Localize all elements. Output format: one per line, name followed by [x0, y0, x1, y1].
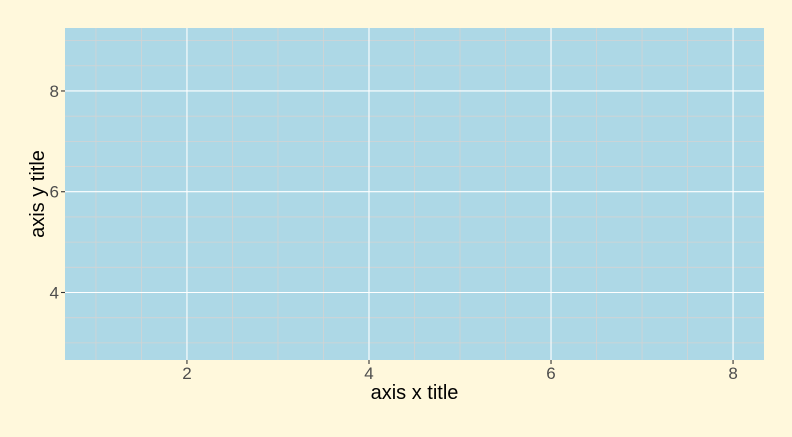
- x-tick-label: 4: [364, 364, 373, 383]
- x-axis: 2 4 6 8: [182, 360, 738, 383]
- minor-gridlines: [65, 28, 764, 360]
- x-tick-label: 2: [182, 364, 191, 383]
- x-tick-label: 6: [546, 364, 555, 383]
- y-axis-title: axis y title: [27, 150, 49, 238]
- x-axis-title: axis x title: [371, 382, 459, 404]
- y-tick-label: 4: [50, 283, 59, 302]
- x-tick-label: 8: [728, 364, 737, 383]
- y-tick-label: 8: [50, 82, 59, 101]
- y-axis: 4 6 8: [50, 82, 65, 302]
- major-gridlines: [65, 28, 764, 360]
- y-tick-label: 6: [50, 183, 59, 202]
